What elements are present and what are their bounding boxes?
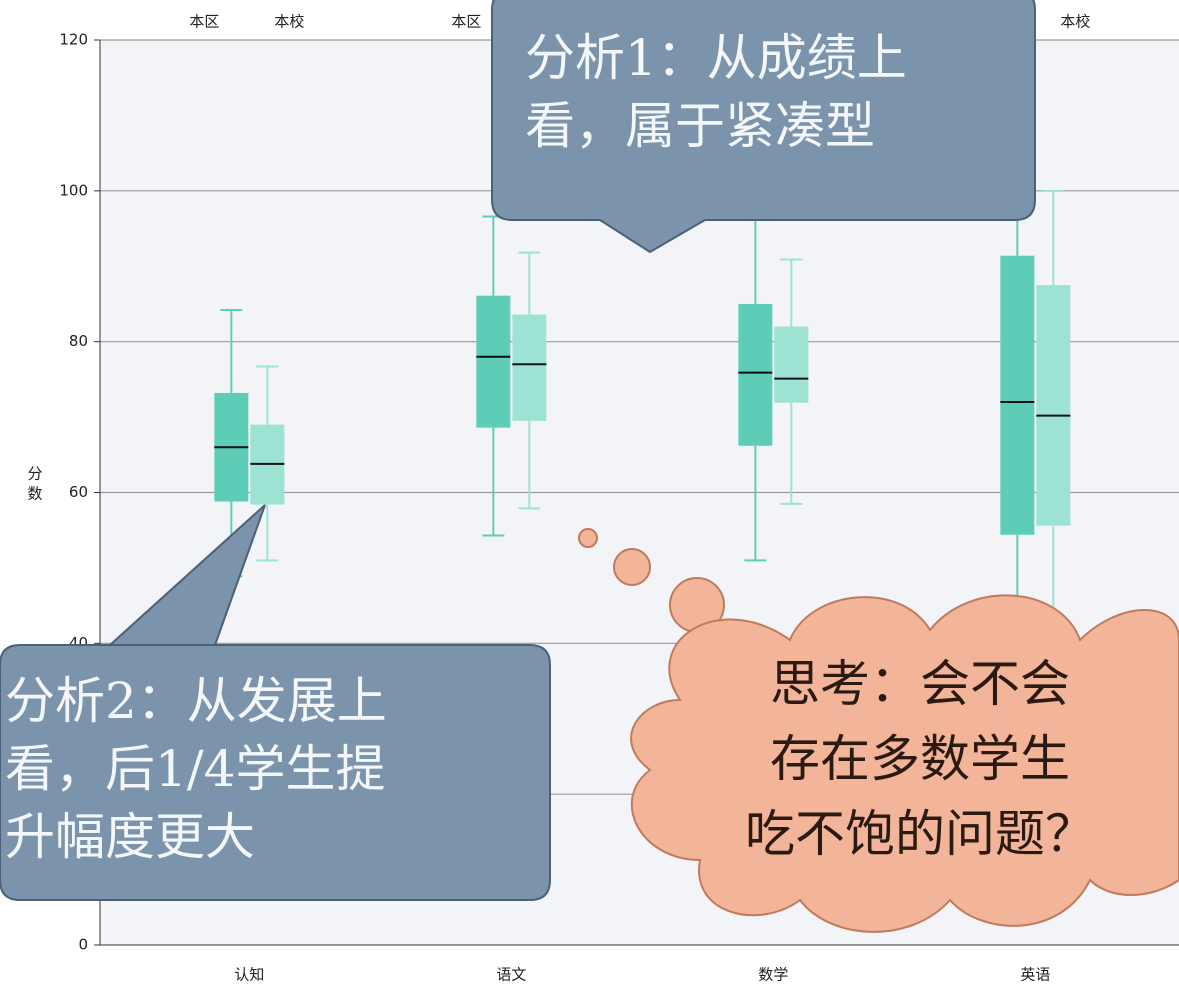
y-axis-label-2: 数 [27,485,42,503]
box [738,303,773,446]
callout-bubble [491,0,1036,254]
y-tick-label: 80 [69,332,88,350]
y-tick-label: 100 [59,181,88,199]
x-tick-label: 语文 [496,966,526,984]
annotation-text: 分析2：从发展上 [5,672,387,730]
y-tick-label: 60 [69,483,88,501]
thought-dot [613,548,651,586]
y-tick-label: 0 [78,936,88,954]
box [1000,255,1035,535]
y-axis-label-1: 分 [27,465,42,483]
box [476,295,511,428]
x-tick-label: 英语 [1020,966,1050,984]
annotation-text: 吃不饱的问题？ [745,805,1095,863]
x-tick-label: 数学 [758,966,788,984]
group-series-label: 本区 [189,13,219,31]
annotation-text: 看，后1/4学生提 [5,740,385,798]
box [774,326,809,403]
group-series-label: 本区 [451,13,481,31]
y-tick-label: 120 [59,31,88,49]
callout-bubble [0,504,551,901]
annotation-text: 思考：会不会 [770,655,1070,713]
box [1036,285,1071,526]
x-tick-label: 认知 [234,966,264,984]
thought-dot [578,528,598,548]
group-series-label: 本校 [1060,13,1090,31]
box [512,314,547,421]
group-series-label: 本校 [274,13,304,31]
annotation-text: 分析1：从成绩上 [525,29,907,87]
thought-cloud [630,594,1179,933]
annotation-text: 存在多数学生 [770,730,1070,788]
annotation-text: 升幅度更大 [5,808,255,866]
annotation-text: 看，属于紧凑型 [525,97,875,155]
